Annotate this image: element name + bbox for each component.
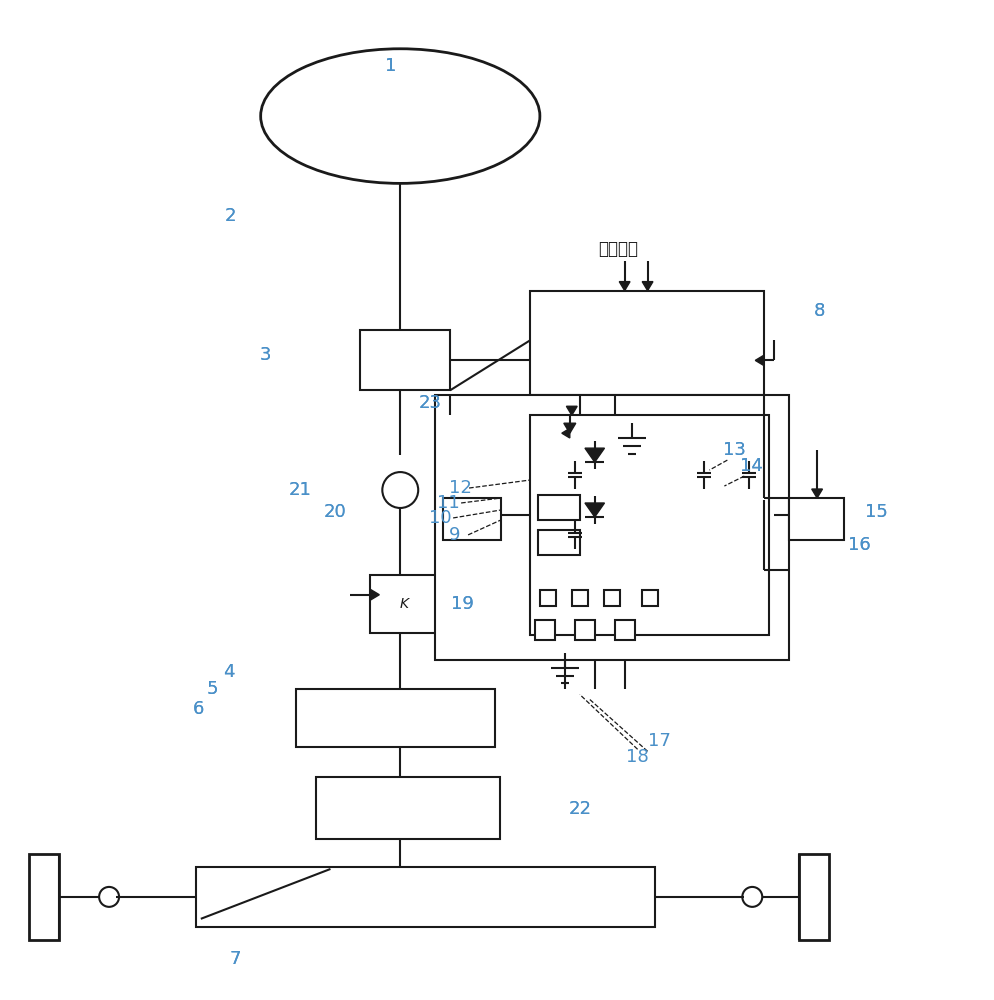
Text: 15: 15 [866, 503, 889, 521]
Text: 14: 14 [740, 457, 762, 475]
Text: 22: 22 [569, 800, 591, 818]
Text: 14: 14 [740, 457, 762, 475]
Polygon shape [562, 428, 570, 438]
Bar [614, 620, 634, 640]
Polygon shape [619, 282, 630, 291]
Text: 16: 16 [848, 536, 871, 554]
Bar [361, 330, 450, 390]
Polygon shape [567, 406, 578, 415]
Polygon shape [812, 489, 822, 498]
Bar [530, 415, 769, 635]
Text: 8: 8 [813, 302, 825, 320]
Text: 车速信号: 车速信号 [597, 240, 638, 258]
Text: 5: 5 [207, 680, 219, 698]
Text: 11: 11 [436, 494, 459, 512]
Text: K: K [400, 597, 409, 611]
Text: 22: 22 [569, 800, 591, 818]
Bar [538, 530, 580, 555]
Text: 3: 3 [259, 346, 271, 364]
Bar [572, 590, 587, 606]
Bar [315, 777, 500, 839]
Text: 2: 2 [225, 207, 237, 225]
Bar [530, 291, 764, 395]
Bar [789, 498, 844, 540]
Text: 17: 17 [648, 732, 671, 750]
Text: 19: 19 [450, 595, 473, 613]
Text: 4: 4 [223, 663, 235, 681]
Bar [538, 495, 580, 520]
Text: 21: 21 [289, 481, 312, 499]
Text: 5: 5 [207, 680, 219, 698]
Polygon shape [755, 355, 764, 366]
Polygon shape [584, 448, 604, 462]
Text: 9: 9 [449, 526, 461, 544]
Text: 4: 4 [223, 663, 235, 681]
Text: 19: 19 [450, 595, 473, 613]
Bar [196, 867, 655, 927]
Text: 2: 2 [225, 207, 237, 225]
Bar [603, 590, 619, 606]
Polygon shape [371, 589, 380, 600]
Bar [295, 689, 495, 747]
Text: 1: 1 [385, 57, 396, 75]
Bar [435, 395, 789, 660]
Text: 10: 10 [428, 509, 451, 527]
Text: 12: 12 [448, 479, 471, 497]
Text: 20: 20 [324, 503, 347, 521]
Bar [540, 590, 556, 606]
Text: 18: 18 [626, 748, 649, 766]
Text: 13: 13 [723, 441, 746, 459]
Text: 15: 15 [866, 503, 889, 521]
Bar [535, 620, 555, 640]
Text: 6: 6 [193, 700, 205, 718]
Text: 21: 21 [289, 481, 312, 499]
Text: 7: 7 [230, 950, 242, 968]
Bar [575, 620, 594, 640]
Bar [443, 498, 501, 540]
Bar [641, 590, 658, 606]
Polygon shape [564, 423, 576, 433]
Text: 23: 23 [418, 394, 441, 412]
Bar [799, 854, 829, 940]
Bar [29, 854, 60, 940]
Text: 7: 7 [230, 950, 242, 968]
Text: 23: 23 [418, 394, 441, 412]
Polygon shape [642, 282, 653, 291]
Text: 1: 1 [385, 57, 396, 75]
Polygon shape [584, 503, 604, 517]
Text: 20: 20 [324, 503, 347, 521]
Text: 13: 13 [723, 441, 746, 459]
Text: 6: 6 [193, 700, 205, 718]
Text: 3: 3 [259, 346, 271, 364]
Text: 8: 8 [813, 302, 825, 320]
Bar [371, 575, 438, 633]
Text: 16: 16 [848, 536, 871, 554]
